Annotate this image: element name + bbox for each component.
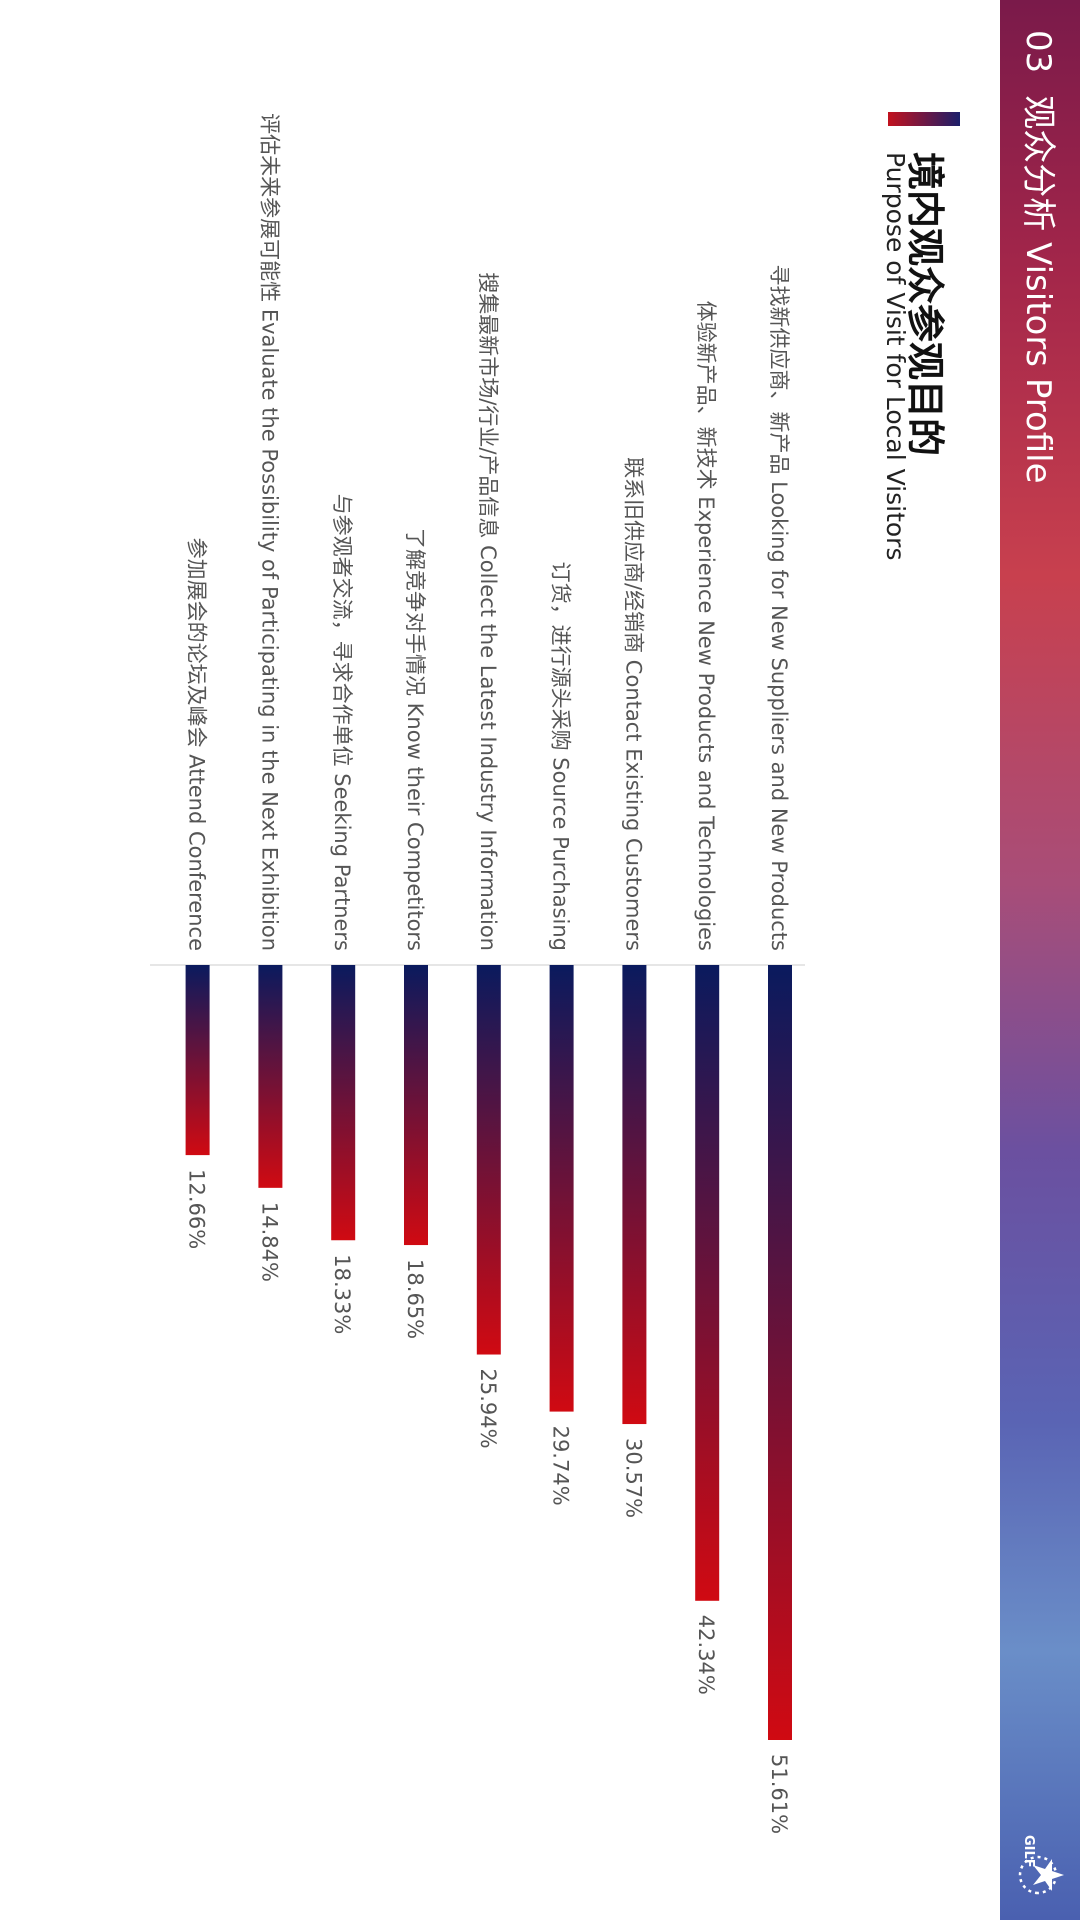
value-label: 18.65% [403, 1259, 427, 1339]
category-label: 了解竞争对手情况 Know their Competitors [403, 528, 427, 951]
category-label: 参加展会的论坛及峰会 Attend Conference [185, 538, 209, 951]
value-label: 12.66% [185, 1169, 209, 1249]
value-label: 51.61% [767, 1754, 791, 1834]
logo-text: GILF [1021, 1835, 1036, 1868]
bar [404, 965, 428, 1246]
category-label: 寻找新供应商、新产品 Looking for New Suppliers and… [767, 264, 791, 951]
category-label: 体验新产品、新技术 Experience New Products and Te… [694, 301, 718, 951]
bar [331, 965, 356, 1241]
bar [258, 965, 283, 1188]
bar [695, 965, 720, 1601]
category-label: 联系旧供应商/经销商 Contact Existing Customers [621, 457, 645, 951]
category-label: 搜集最新市场/行业/产品信息 Collect the Latest Indust… [476, 272, 500, 951]
bar [768, 965, 792, 1740]
bar [185, 965, 210, 1156]
value-label: 25.94% [476, 1369, 500, 1449]
star-circle-logo-icon [1018, 1855, 1064, 1895]
bar [476, 965, 501, 1355]
sidebar-band [1000, 0, 1080, 1920]
value-label: 30.57% [621, 1438, 645, 1518]
category-label: 订货，进行源头采购 Source Purchasing [549, 562, 573, 951]
value-label: 29.74% [549, 1426, 573, 1506]
value-label: 18.33% [330, 1254, 354, 1334]
category-label: 与参观者交流，寻求合作单位 Seeking Partners [330, 494, 354, 951]
bar [549, 965, 574, 1412]
gilf-logo: GILF [1012, 1835, 1068, 1905]
category-label: 评估未来参展可能性 Evaluate the Possibility of Pa… [257, 113, 281, 951]
value-label: 14.84% [257, 1202, 281, 1282]
bar [622, 965, 647, 1425]
value-label: 42.34% [694, 1615, 718, 1695]
